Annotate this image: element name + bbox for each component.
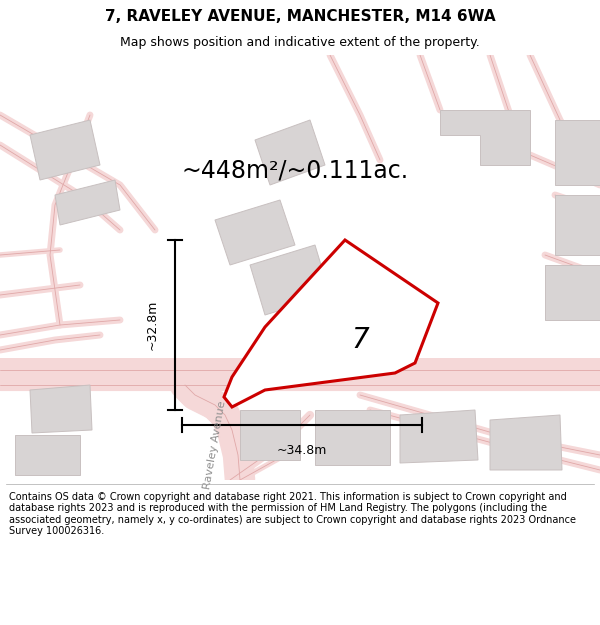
Polygon shape (30, 385, 92, 433)
Polygon shape (315, 410, 390, 465)
Polygon shape (555, 120, 600, 185)
Polygon shape (490, 415, 562, 470)
Polygon shape (224, 240, 438, 407)
Text: ~34.8m: ~34.8m (277, 444, 327, 457)
Polygon shape (555, 195, 600, 255)
Polygon shape (215, 200, 295, 265)
Text: 7: 7 (351, 326, 369, 354)
Polygon shape (15, 435, 80, 475)
Polygon shape (255, 120, 325, 185)
Polygon shape (240, 410, 300, 460)
Text: Raveley Avenue: Raveley Avenue (202, 400, 228, 490)
Text: 7, RAVELEY AVENUE, MANCHESTER, M14 6WA: 7, RAVELEY AVENUE, MANCHESTER, M14 6WA (104, 9, 496, 24)
Text: Contains OS data © Crown copyright and database right 2021. This information is : Contains OS data © Crown copyright and d… (9, 492, 576, 536)
Polygon shape (30, 120, 100, 180)
Polygon shape (400, 410, 478, 463)
Polygon shape (545, 265, 600, 320)
Polygon shape (250, 245, 330, 315)
Polygon shape (55, 180, 120, 225)
Polygon shape (440, 110, 530, 165)
Text: Map shows position and indicative extent of the property.: Map shows position and indicative extent… (120, 36, 480, 49)
Text: ~32.8m: ~32.8m (146, 300, 159, 350)
Text: ~448m²/~0.111ac.: ~448m²/~0.111ac. (181, 158, 409, 182)
